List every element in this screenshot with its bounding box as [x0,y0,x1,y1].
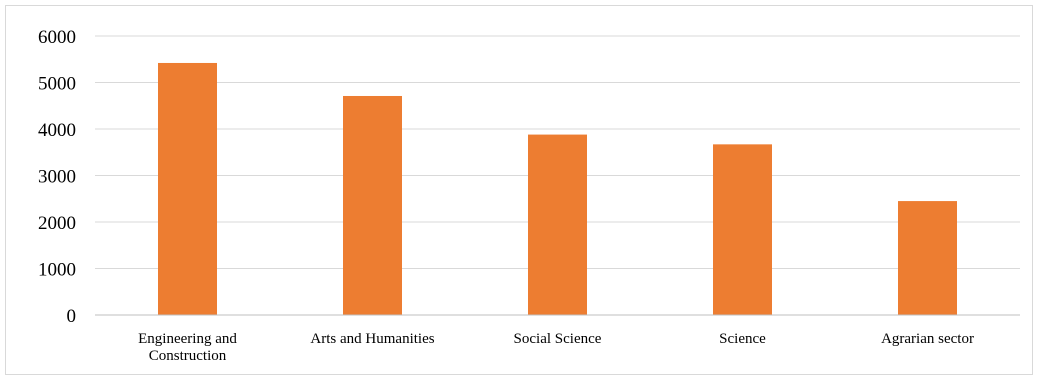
y-tick-label: 6000 [38,27,76,48]
y-tick-label: 0 [67,306,77,327]
x-tick-label: Science [719,331,766,347]
x-tick-label: Arts and Humanities [310,331,434,347]
y-tick-label: 1000 [38,260,76,281]
y-tick-label: 5000 [38,74,76,95]
bars [158,62,957,315]
gridlines [95,35,1020,269]
x-tick-label-line: Social Science [514,331,602,347]
x-tick-label-line: Arts and Humanities [310,331,434,347]
bar [343,95,402,315]
x-tick-label-line: Science [719,331,766,347]
x-tick-label-line: Agrarian sector [881,331,974,347]
y-tick-label: 4000 [38,120,76,141]
bar [898,201,957,315]
x-tick-label: Engineering and Construction [138,331,237,364]
x-axis-ticks: Engineering and Construction Arts and Huma… [138,331,974,364]
bar [528,134,587,315]
bar [158,62,217,315]
y-axis-ticks: 0 1000 2000 3000 4000 5000 6000 [38,27,76,327]
y-tick-label: 3000 [38,167,76,188]
bar [713,144,772,315]
x-tick-label-line: Construction [149,348,227,364]
x-tick-label-line: Engineering and [138,331,237,347]
x-tick-label: Social Science [514,331,602,347]
y-tick-label: 2000 [38,213,76,234]
x-tick-label: Agrarian sector [881,331,974,347]
